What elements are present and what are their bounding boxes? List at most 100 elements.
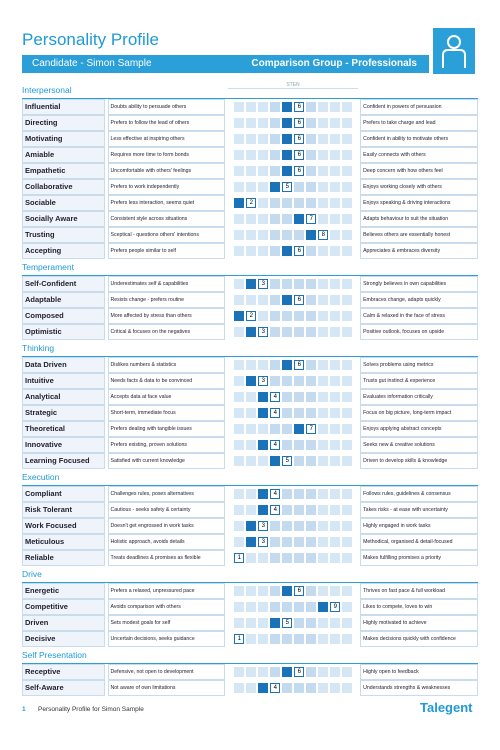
sten-cell <box>318 408 329 418</box>
sten-cell <box>342 198 353 208</box>
sten-cell <box>270 118 281 128</box>
high-description: Evaluates information critically <box>360 389 478 405</box>
sten-cell <box>270 634 281 644</box>
sten-marker <box>318 602 329 612</box>
high-description: Thrives on fast pace & full workload <box>360 583 478 599</box>
trait-name: Analytical <box>22 389 105 405</box>
sten-score: 3 <box>258 279 269 289</box>
trait-name: Competitive <box>22 599 105 615</box>
high-description: Deep concern with how others feel <box>360 163 478 179</box>
sten-cell <box>258 618 269 628</box>
low-description: Short-term, immediate focus <box>107 405 226 421</box>
low-description: Holistic approach, avoids details <box>107 534 226 550</box>
sten-cell <box>270 230 281 240</box>
trait-name: Composed <box>22 308 105 324</box>
sten-cell <box>306 134 317 144</box>
sten-scale: 7 <box>229 212 357 226</box>
sten-scale: 6 <box>229 132 357 146</box>
sten-cell <box>282 537 293 547</box>
sten-cell <box>258 424 269 434</box>
sten-scale: 8 <box>229 228 357 242</box>
high-description: Makes decisions quickly with confidence <box>360 631 478 647</box>
high-description: Focus on big picture, long-term impact <box>360 405 478 421</box>
low-description: Prefers people similar to self <box>107 243 226 259</box>
sten-cell <box>246 667 257 677</box>
sten-cell <box>246 408 257 418</box>
sten-score: 9 <box>330 602 341 612</box>
sten-score: 4 <box>270 489 281 499</box>
low-description: Prefers to work independently <box>107 179 226 195</box>
trait-row: Motivating Less effective at inspiring ot… <box>22 131 478 147</box>
sten-cell <box>258 182 269 192</box>
high-description: Confident in ability to motivate others <box>360 131 478 147</box>
sten-cell <box>282 214 293 224</box>
sten-cell <box>318 440 329 450</box>
sten-cell <box>270 295 281 305</box>
sten-cell <box>234 602 245 612</box>
trait-row: Empathetic Uncomfortable with others' fee… <box>22 163 478 179</box>
sten-cell <box>246 102 257 112</box>
page-number: 1 <box>22 706 26 713</box>
sten-cell <box>234 586 245 596</box>
sten-cell <box>318 537 329 547</box>
sten-scale: 6 <box>229 665 357 679</box>
sten-cell <box>246 440 257 450</box>
sten-marker <box>270 456 281 466</box>
sten-cell <box>282 602 293 612</box>
sten-cell <box>246 424 257 434</box>
profile-icon <box>433 28 475 74</box>
sten-marker <box>258 440 269 450</box>
sten-cell <box>306 327 317 337</box>
trait-name: Directing <box>22 115 105 131</box>
section-title: Interpersonal <box>22 82 478 99</box>
high-description: Adapts behaviour to suit the situation <box>360 211 478 227</box>
section-title: Thinking <box>22 340 478 357</box>
sten-cell <box>270 553 281 563</box>
sten-cell <box>234 408 245 418</box>
sten-cell <box>234 424 245 434</box>
sten-cell <box>234 456 245 466</box>
trait-name: Self-Aware <box>22 680 105 696</box>
sten-cell <box>294 505 305 515</box>
footer-text: Personality Profile for Simon Sample <box>38 706 144 713</box>
high-description: Enjoys applying abstract concepts <box>360 421 478 437</box>
sten-cell <box>342 456 353 466</box>
sten-cell <box>330 279 341 289</box>
sten-cell <box>294 618 305 628</box>
sten-cell <box>246 586 257 596</box>
sten-cell <box>234 360 245 370</box>
sten-cell <box>306 456 317 466</box>
sten-cell <box>318 683 329 693</box>
sten-score: 6 <box>294 667 305 677</box>
low-description: Dislikes numbers & statistics <box>107 357 226 373</box>
low-description: Prefers dealing with tangible issues <box>107 421 226 437</box>
trait-row: Strategic Short-term, immediate focus 4 Foc… <box>22 405 478 421</box>
sten-cell <box>342 408 353 418</box>
low-description: Uncertain decisions, seeks guidance <box>107 631 226 647</box>
sten-cell <box>342 489 353 499</box>
sten-cell <box>270 150 281 160</box>
sten-cell <box>234 118 245 128</box>
sten-cell <box>282 279 293 289</box>
sten-cell <box>330 586 341 596</box>
sten-cell <box>342 230 353 240</box>
sten-scale: 3 <box>229 374 357 388</box>
trait-row: Self-Confident Underestimates self & capa… <box>22 276 478 292</box>
sten-cell <box>282 489 293 499</box>
sten-cell <box>234 683 245 693</box>
sten-marker <box>234 311 245 321</box>
sten-cell <box>246 230 257 240</box>
low-description: Requires more time to form bonds <box>107 147 226 163</box>
low-description: Doesn't get engrossed in work tasks <box>107 518 226 534</box>
sten-cell <box>330 134 341 144</box>
trait-row: Analytical Accepts data at face value 4 Eva… <box>22 389 478 405</box>
sten-cell <box>234 150 245 160</box>
sten-cell <box>342 166 353 176</box>
trait-row: Intuitive Needs facts & data to be convin… <box>22 373 478 389</box>
sten-cell <box>342 424 353 434</box>
sten-cell <box>342 376 353 386</box>
sten-cell <box>306 118 317 128</box>
candidate: Candidate - Simon Sample <box>32 58 152 69</box>
sten-cell <box>270 602 281 612</box>
sten-cell <box>318 505 329 515</box>
